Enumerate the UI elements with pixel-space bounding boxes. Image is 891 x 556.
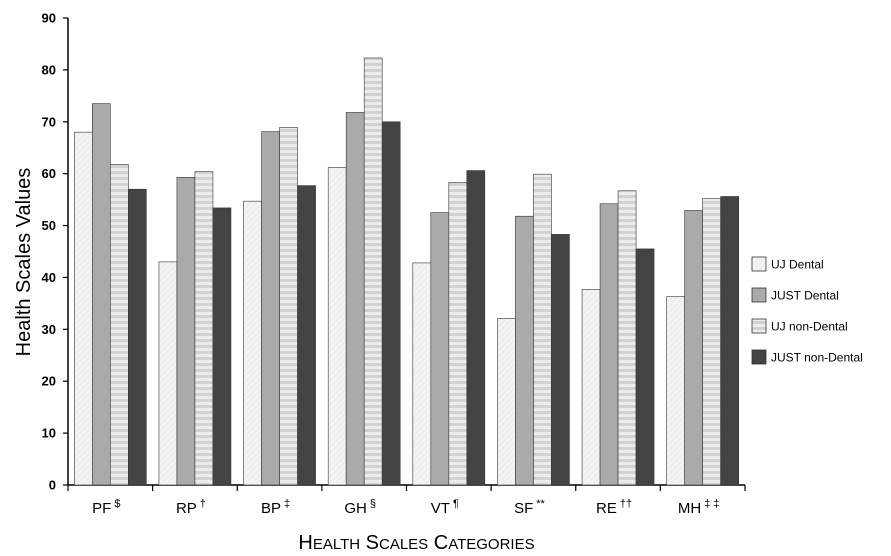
bar-just-dental-gh: [345, 112, 365, 486]
x-tick-label: RP †: [176, 498, 206, 517]
bar-just-non-dental-sf: [551, 234, 570, 486]
bar-uj-non-dental-re: [617, 190, 637, 486]
x-axis-label: HEALTH SCALES CATEGORIES: [298, 532, 534, 554]
bar-just-non-dental-mh: [720, 196, 739, 486]
y-tick-label: 90: [42, 11, 56, 26]
bar-just-non-dental-re: [635, 248, 655, 486]
bar-just-non-dental-bp: [297, 185, 316, 486]
bar-just-non-dental-rp: [212, 207, 232, 486]
y-tick-label: 50: [42, 218, 56, 233]
bar-uj-non-dental-rp: [194, 171, 214, 486]
bar-uj-non-dental-sf: [533, 173, 552, 486]
bar-uj-non-dental-gh: [363, 57, 383, 486]
bar-uj-dental-mh: [666, 296, 685, 486]
x-tick-label: PF $: [92, 498, 120, 517]
bar-just-non-dental-gh: [381, 121, 401, 486]
y-tick-label: 0: [49, 478, 56, 493]
bars-group: [74, 57, 739, 486]
bar-just-dental-vt: [430, 212, 450, 486]
bar-uj-non-dental-pf: [110, 164, 129, 486]
legend-swatch: [751, 349, 767, 365]
x-tick-label: GH §: [344, 498, 376, 517]
x-tick-label: MH ‡ ‡: [678, 498, 720, 517]
y-tick-label: 10: [42, 426, 56, 441]
legend-swatch: [751, 318, 767, 334]
bar-just-non-dental-vt: [466, 170, 486, 486]
y-axis-label: Health Scales Values: [13, 168, 35, 357]
bar-uj-dental-re: [581, 289, 601, 486]
y-tick-label: 40: [42, 270, 56, 285]
bar-just-dental-re: [599, 203, 619, 486]
x-tick-label: RE ††: [596, 498, 632, 517]
bar-uj-dental-gh: [327, 167, 347, 486]
bar-just-dental-bp: [261, 131, 280, 486]
labels-group: PF $ RP † BP ‡ GH § VT ¶ SF ** RE †† MH ‡ ‡ HEALTH SCALE…: [92, 498, 719, 554]
bar-just-dental-mh: [684, 210, 703, 486]
y-tick-label: 70: [42, 114, 56, 129]
legend-label: JUST Dental: [771, 289, 839, 303]
y-tick-label: 30: [42, 322, 56, 337]
bar-just-dental-rp: [176, 176, 196, 486]
x-tick-label: SF **: [514, 498, 545, 517]
legend-swatch: [751, 256, 767, 272]
bar-uj-non-dental-vt: [448, 182, 468, 486]
bar-just-dental-sf: [515, 215, 534, 486]
legend-swatch: [751, 287, 767, 303]
bar-just-non-dental-pf: [128, 188, 147, 486]
bar-uj-dental-pf: [74, 131, 93, 486]
x-tick-label: BP ‡: [261, 498, 290, 517]
legend-label: JUST non-Dental: [771, 351, 863, 365]
bar-uj-dental-vt: [412, 262, 432, 486]
legend: UJ Dental JUST Dental UJ non-Dental JUST no…: [751, 256, 863, 365]
legend-label: UJ non-Dental: [771, 320, 848, 334]
y-tick-label: 80: [42, 62, 56, 77]
bar-just-dental-pf: [92, 103, 111, 486]
bar-uj-dental-bp: [243, 200, 262, 486]
bar-uj-dental-rp: [158, 261, 178, 486]
y-tick-label: 20: [42, 374, 56, 389]
bar-uj-non-dental-mh: [702, 198, 721, 486]
legend-label: UJ Dental: [771, 258, 824, 272]
bar-uj-dental-sf: [497, 318, 516, 486]
bar-uj-non-dental-bp: [279, 127, 298, 486]
x-tick-label: VT ¶: [431, 498, 459, 517]
y-tick-label: 60: [42, 166, 56, 181]
